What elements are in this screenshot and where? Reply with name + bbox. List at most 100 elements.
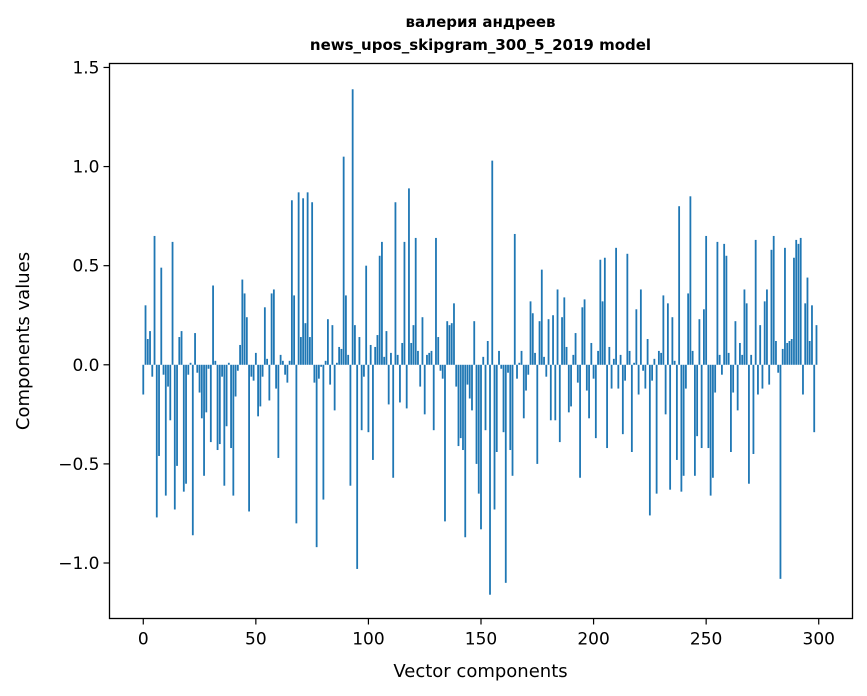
bar-component-152	[484, 364, 487, 431]
bar-component-134	[444, 364, 446, 522]
bar-component-5	[153, 235, 156, 365]
bar-component-280	[772, 235, 775, 365]
bar-component-266	[741, 354, 744, 365]
bar-component-256	[718, 354, 721, 365]
x-tick-label: 100	[352, 630, 384, 650]
bar-component-39	[230, 364, 232, 449]
bar-component-228	[655, 364, 658, 494]
bar-component-23	[194, 333, 196, 365]
y-tick-label: −1.0	[58, 554, 99, 574]
bar-component-236	[673, 360, 676, 365]
bar-component-64	[286, 364, 289, 383]
x-tick-label: 300	[803, 630, 835, 650]
bar-component-156	[493, 364, 496, 510]
bar-component-186	[561, 317, 563, 365]
bar-component-150	[480, 364, 482, 530]
bar-component-97	[360, 364, 363, 431]
bar-component-57	[270, 293, 273, 365]
bar-component-255	[716, 241, 719, 365]
bar-component-29	[207, 364, 210, 369]
bar-component-183	[554, 364, 557, 421]
bar-component-159	[500, 364, 503, 369]
bar-component-243	[689, 196, 692, 365]
bar-component-80	[322, 364, 325, 500]
bar-component-202	[597, 350, 599, 365]
bar-component-215	[626, 253, 629, 365]
bar-component-109	[387, 364, 390, 405]
bar-component-135	[446, 321, 449, 365]
bar-component-240	[682, 364, 685, 476]
y-tick-label: −0.5	[58, 455, 99, 475]
bar-component-281	[775, 341, 777, 365]
bar-component-41	[234, 364, 237, 397]
bar-component-3	[149, 331, 151, 365]
bar-component-296	[808, 341, 811, 365]
bar-component-179	[545, 364, 548, 377]
bar-component-106	[381, 241, 383, 365]
bar-component-102	[372, 364, 374, 460]
bar-component-124	[421, 317, 424, 365]
bar-component-27	[203, 364, 205, 476]
bar-component-220	[637, 364, 640, 395]
bar-component-199	[590, 342, 593, 365]
bar-component-258	[723, 243, 726, 365]
bar-component-194	[579, 364, 581, 478]
bar-component-291	[797, 243, 800, 365]
bar-component-126	[426, 354, 428, 365]
bar-component-225	[648, 364, 651, 516]
bar-component-104	[376, 335, 379, 365]
bar-component-226	[651, 364, 654, 381]
bar-component-288	[790, 339, 793, 365]
bar-component-230	[660, 352, 663, 365]
bar-component-75	[311, 202, 314, 365]
bar-component-12	[169, 364, 172, 421]
bar-component-278	[768, 364, 771, 385]
bar-component-290	[795, 239, 798, 365]
bar-component-140	[457, 364, 460, 447]
bar-component-37	[225, 364, 228, 427]
bar-component-120	[412, 325, 415, 365]
bar-component-131	[437, 337, 440, 365]
bar-component-167	[518, 362, 521, 365]
bar-component-283	[779, 364, 782, 579]
bar-component-260	[727, 352, 730, 365]
bar-component-227	[653, 358, 656, 365]
bar-component-245	[693, 364, 696, 476]
bar-component-289	[793, 257, 795, 365]
bar-component-19	[185, 364, 187, 484]
bar-component-292	[799, 237, 802, 365]
bar-component-125	[423, 364, 426, 415]
bar-component-149	[477, 364, 480, 494]
y-axis-label: Components values	[13, 252, 34, 430]
bar-component-132	[439, 364, 442, 371]
bar-component-143	[464, 364, 467, 538]
bar-component-48	[250, 364, 253, 377]
bar-component-123	[419, 364, 422, 387]
bar-component-62	[281, 360, 284, 365]
bar-component-294	[804, 303, 807, 365]
bar-component-82	[327, 319, 329, 365]
bar-component-122	[417, 350, 419, 365]
bar-component-130	[435, 237, 437, 365]
bar-component-254	[714, 364, 717, 393]
bar-component-38	[227, 362, 230, 365]
bar-component-268	[745, 303, 748, 365]
y-axis-ticks: −1.0 −0.5 0.0 0.5 1.0 1.5	[58, 58, 110, 574]
bar-component-181	[549, 364, 552, 421]
bar-component-6	[155, 364, 158, 518]
bar-component-203	[599, 259, 602, 365]
chart-title-line-1: валерия андреев	[405, 13, 556, 31]
bar-component-117	[405, 364, 408, 409]
bar-component-244	[691, 350, 694, 365]
x-tick-label: 50	[245, 630, 267, 650]
bar-component-205	[603, 257, 606, 365]
bar-component-253	[712, 364, 714, 478]
bar-component-223	[644, 364, 647, 389]
bar-component-169	[522, 364, 525, 419]
bar-component-85	[333, 364, 336, 411]
bar-component-213	[621, 364, 624, 435]
bar-component-137	[450, 323, 453, 365]
bar-component-247	[698, 319, 701, 365]
bar-component-144	[466, 364, 469, 385]
